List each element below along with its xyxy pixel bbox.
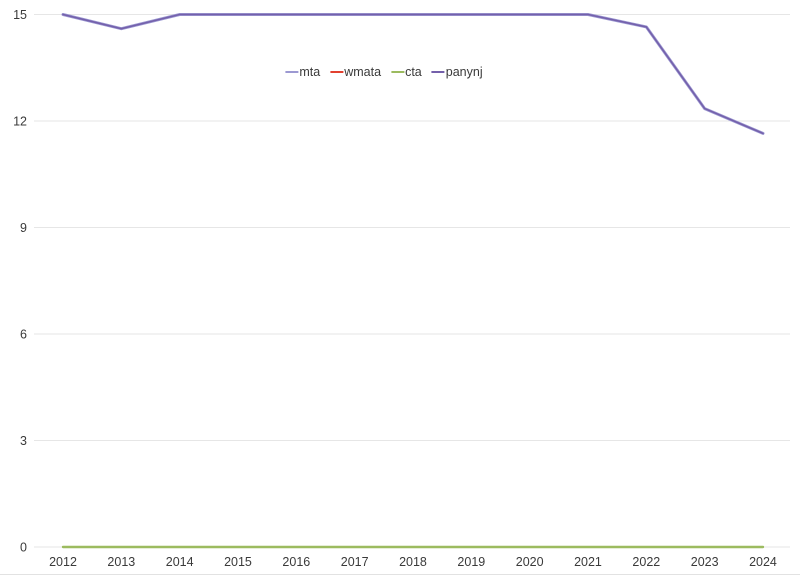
y-axis-tick-label: 12 <box>13 115 27 129</box>
series-line-panynj <box>62 13 764 135</box>
x-axis-tick-label: 2012 <box>49 555 77 569</box>
legend-marker-wmata <box>330 71 344 73</box>
legend-label-wmata: wmata <box>344 65 382 79</box>
legend-item-cta: cta <box>391 65 422 79</box>
x-axis-tick-label: 2018 <box>399 555 427 569</box>
x-axis-tick-label: 2013 <box>107 555 135 569</box>
x-axis-tick-label: 2024 <box>749 555 777 569</box>
legend-label-cta: cta <box>405 65 422 79</box>
legend-item-mta: mta <box>285 65 320 79</box>
y-axis-tick-label: 15 <box>13 8 27 22</box>
y-axis-tick-label: 9 <box>20 221 27 235</box>
x-axis-tick-label: 2015 <box>224 555 252 569</box>
legend-label-mta: mta <box>299 65 321 79</box>
y-axis-tick-label: 0 <box>20 541 27 555</box>
x-axis-tick-label: 2016 <box>282 555 310 569</box>
x-axis-tick-label: 2019 <box>457 555 485 569</box>
legend-marker-panynj <box>431 71 445 73</box>
legend-marker-mta <box>285 71 299 73</box>
x-axis-tick-label: 2017 <box>341 555 369 569</box>
legend-item-panynj: panynj <box>431 65 483 79</box>
x-axis-tick-label: 2021 <box>574 555 602 569</box>
y-axis-tick-label: 3 <box>20 434 27 448</box>
chart-legend: mta wmata cta panynj <box>285 65 483 79</box>
legend-label-panynj: panynj <box>445 65 483 79</box>
x-axis-tick-label: 2020 <box>516 555 544 569</box>
legend-item-wmata: wmata <box>330 65 381 79</box>
x-axis-tick-label: 2023 <box>691 555 719 569</box>
legend-marker-cta <box>391 71 405 73</box>
y-axis-tick-label: 6 <box>20 328 27 342</box>
x-axis-tick-label: 2014 <box>166 555 194 569</box>
x-axis-tick-label: 2022 <box>632 555 660 569</box>
